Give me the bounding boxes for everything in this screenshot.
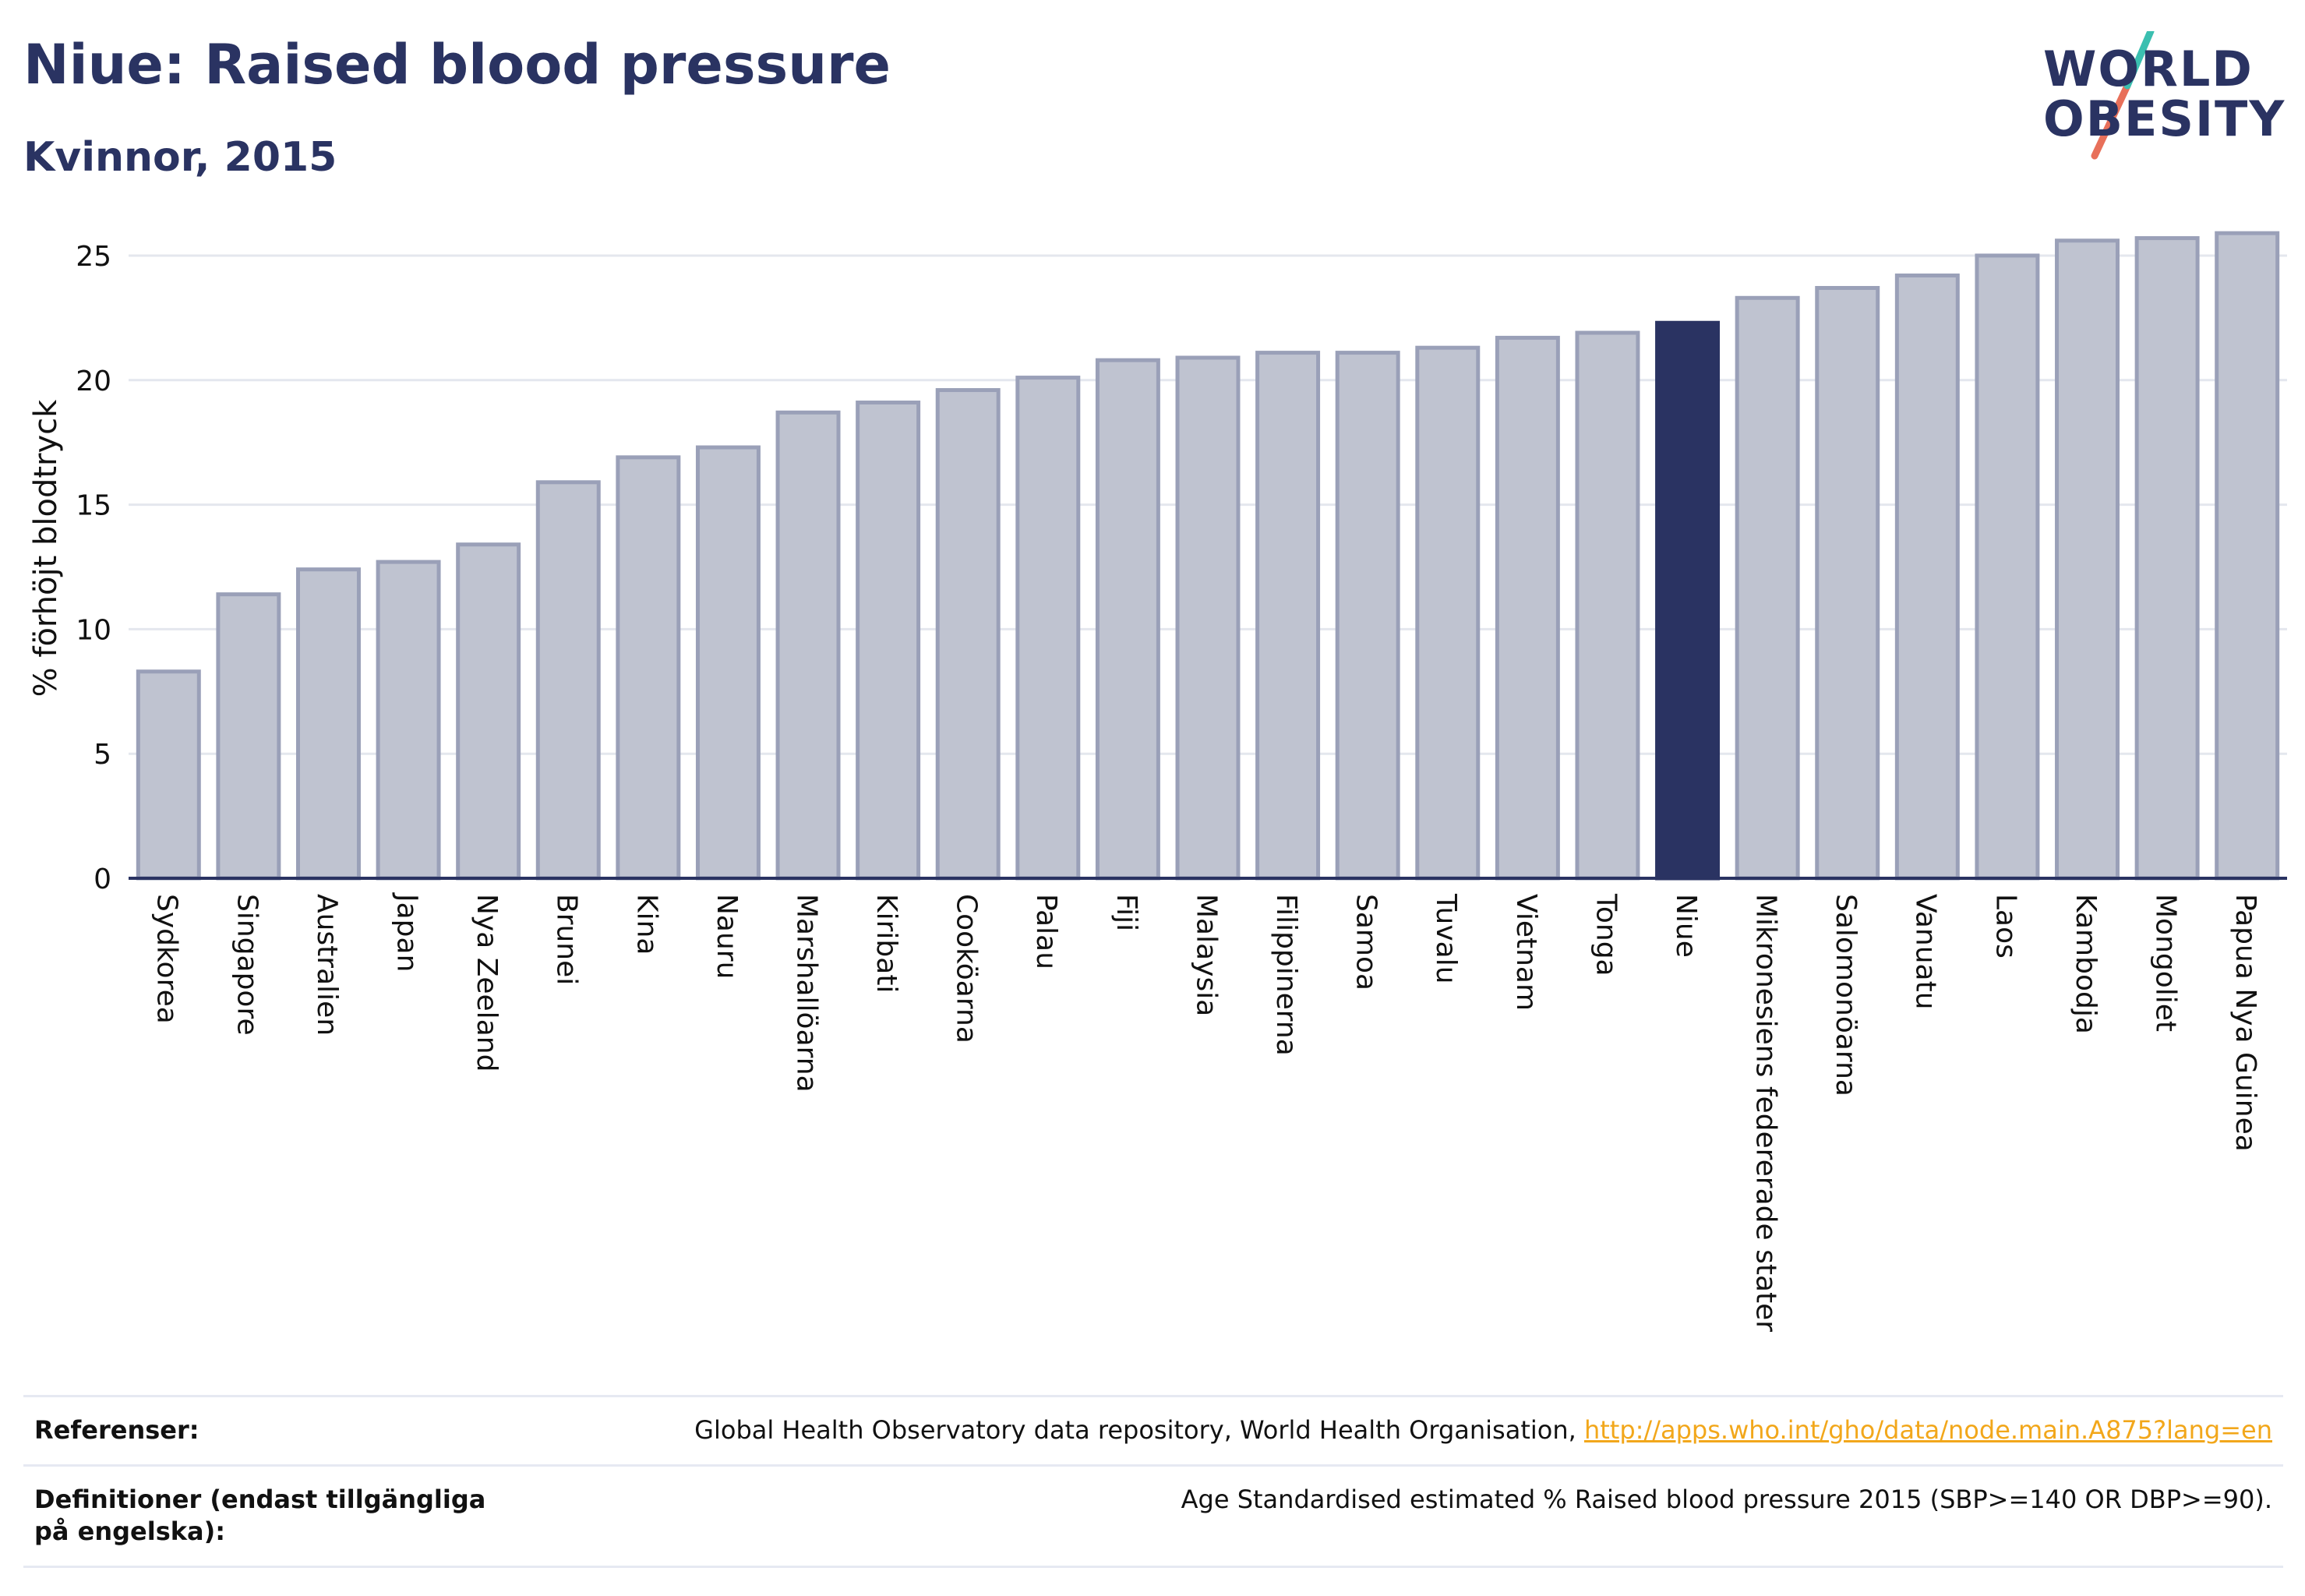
x-tick-label: Japan: [390, 892, 422, 972]
bar: [535, 480, 601, 881]
bar-chart: 0 5 10 15 20 25 Sydkorea Singapore Australien Ja…: [28, 231, 2287, 1332]
bar: [1255, 351, 1321, 881]
bar: [2215, 231, 2280, 881]
y-tick-label: 10: [76, 614, 111, 646]
x-tick-labels: Sydkorea Singapore Australien Japan Nya Zeel…: [151, 892, 2261, 1332]
references-label: Referenser:: [34, 1415, 199, 1445]
x-tick-label: Vanuatu: [1910, 894, 1942, 1010]
world-obesity-logo: WORLD OBESITY: [2034, 31, 2286, 164]
bar: [295, 567, 361, 881]
logo-word-2: OBESITY: [2043, 90, 2286, 147]
logo-slash-icon: [2091, 31, 2155, 160]
bar: [935, 388, 1001, 881]
bar: [1975, 253, 2040, 881]
definitions-label: Definitioner (endast tillgängliga på eng…: [34, 1484, 486, 1547]
x-tick-label: Tuvalu: [1430, 893, 1462, 984]
x-tick-label: Marshallöarna: [790, 894, 822, 1093]
x-tick-label: Singapore: [231, 894, 263, 1036]
x-tick-label: Salomonöarna: [1830, 894, 1862, 1096]
x-tick-label: Laos: [1989, 894, 2021, 959]
bar: [856, 401, 921, 881]
x-tick-label: Kina: [630, 894, 662, 955]
bar: [1575, 330, 1640, 881]
bar: [456, 542, 521, 881]
x-tick-label: Nauru: [711, 894, 743, 979]
bars: [136, 231, 2280, 881]
x-tick-label: Nya Zeeland: [471, 894, 503, 1072]
references-text: Global Health Observatory data repositor…: [694, 1414, 2272, 1447]
x-tick-label: Australien: [311, 894, 343, 1036]
bar: [2134, 236, 2200, 881]
definitions-text: Age Standardised estimated % Raised bloo…: [1181, 1484, 2272, 1514]
x-tick-label: Filippinerna: [1270, 894, 1302, 1056]
references-table: Referenser: Global Health Observatory da…: [23, 1395, 2283, 1568]
x-tick-label: Samoa: [1350, 894, 1382, 990]
bar-highlight: [1655, 320, 1721, 881]
bar: [2055, 238, 2120, 881]
x-tick-label: Malaysia: [1190, 894, 1222, 1016]
page-title: Niue: Raised blood pressure: [23, 33, 891, 97]
bar: [136, 669, 201, 881]
y-tick-label: 20: [76, 365, 111, 397]
x-tick-label: Sydkorea: [151, 894, 183, 1024]
x-tick-label: Fiji: [1110, 894, 1142, 931]
bar: [1495, 335, 1560, 881]
x-tick-label: Palau: [1030, 894, 1062, 969]
definitions-row: Definitioner (endast tillgängliga på eng…: [23, 1464, 2283, 1568]
x-tick-label: Tonga: [1590, 893, 1622, 976]
x-tick-label: Kambodja: [2070, 894, 2102, 1034]
bar: [1015, 376, 1081, 881]
y-tick-label: 5: [94, 739, 111, 771]
y-tick-labels: 0 5 10 15 20 25: [76, 241, 111, 895]
bar: [1735, 295, 1800, 881]
bar: [775, 410, 841, 881]
y-tick-label: 0: [94, 863, 111, 895]
logo-word-1: WORLD: [2043, 41, 2254, 97]
x-tick-label: Mikronesiens federerade stater: [1750, 894, 1782, 1332]
bar: [1175, 355, 1241, 881]
x-tick-label: Cooköarna: [951, 894, 983, 1043]
x-tick-label: Vietnam: [1510, 894, 1542, 1011]
x-tick-label: Mongoliet: [2150, 894, 2182, 1032]
bar: [695, 445, 761, 881]
bar: [216, 592, 281, 881]
bar: [1335, 351, 1400, 881]
x-tick-label: Brunei: [551, 894, 583, 985]
bar: [1894, 274, 1960, 881]
bar: [1415, 345, 1481, 881]
x-tick-label: Niue: [1670, 894, 1702, 958]
references-link[interactable]: http://apps.who.int/gho/data/node.main.A…: [1583, 1415, 2272, 1445]
x-tick-label: Kiribati: [870, 894, 902, 993]
references-row: Referenser: Global Health Observatory da…: [23, 1395, 2283, 1464]
page-subtitle: Kvinnor, 2015: [23, 134, 337, 181]
y-axis-label: % förhöjt blodtryck: [28, 399, 64, 697]
bar: [1095, 358, 1160, 881]
y-tick-label: 15: [76, 490, 111, 522]
bar: [376, 560, 441, 881]
x-tick-label: Papua Nya Guinea: [2229, 894, 2261, 1152]
bar: [1815, 285, 1880, 881]
bar: [616, 455, 681, 881]
y-tick-label: 25: [76, 241, 111, 273]
references-source: Global Health Observatory data repositor…: [694, 1415, 1584, 1445]
